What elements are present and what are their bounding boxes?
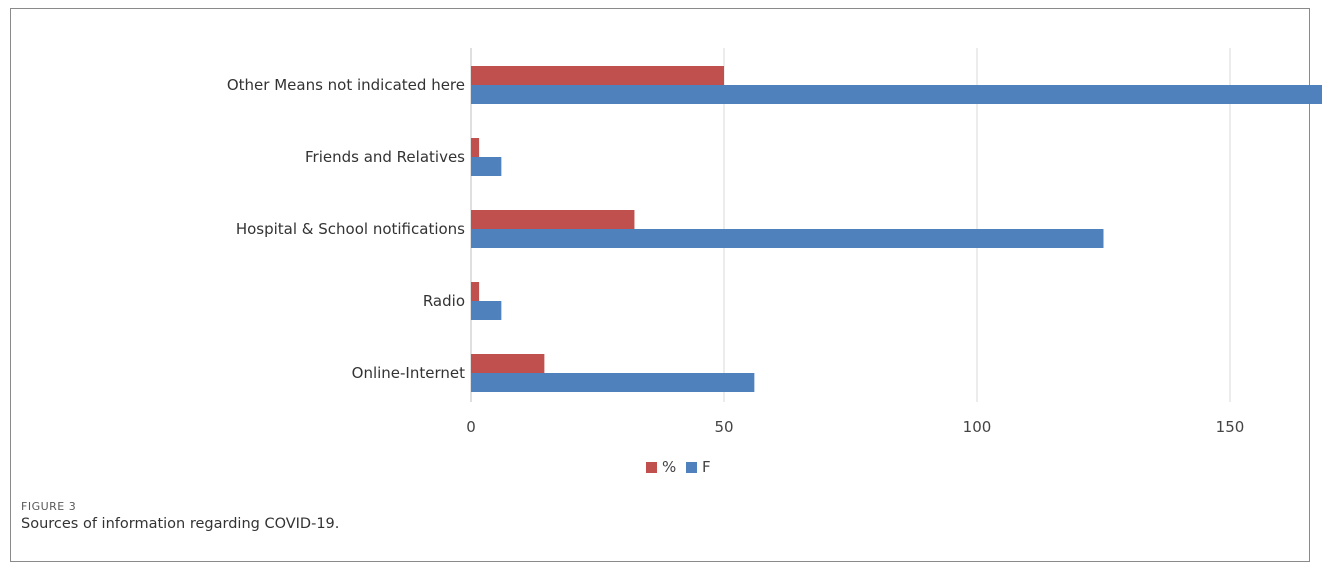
figure-caption: Sources of information regarding COVID-1… — [21, 516, 340, 532]
x-tick-label: 0 — [466, 418, 476, 436]
figure-label: FIGURE 3 — [21, 500, 77, 513]
category-label: Hospital & School notifications — [236, 220, 465, 238]
category-label: Other Means not indicated here — [227, 76, 465, 94]
legend-label: % — [662, 458, 676, 476]
x-tick-label: 50 — [714, 418, 733, 436]
bar-percent — [471, 210, 635, 229]
category-label: Online-Internet — [352, 364, 465, 382]
x-axis-ticks: 050100150200250 — [466, 418, 1245, 436]
bar-chart: Online-Internet Radio Hospital & School no… — [227, 48, 1322, 476]
bar-f — [471, 85, 1322, 104]
bar-f — [471, 373, 755, 392]
bar-percent — [471, 66, 724, 85]
bar-f — [471, 301, 502, 320]
legend: % F — [646, 458, 711, 476]
category-label: Radio — [423, 292, 465, 310]
bar-percent — [471, 138, 480, 157]
bar-f — [471, 157, 502, 176]
legend-label: F — [702, 458, 711, 476]
legend-swatch — [646, 462, 657, 473]
category-labels: Online-Internet Radio Hospital & School no… — [227, 76, 465, 382]
category-label: Friends and Relatives — [305, 148, 465, 166]
bar-percent — [471, 282, 480, 301]
x-tick-label: 150 — [1216, 418, 1245, 436]
bar-percent — [471, 354, 545, 373]
x-tick-label: 100 — [963, 418, 992, 436]
legend-swatch — [686, 462, 697, 473]
bars-group — [471, 66, 1322, 392]
bar-f — [471, 229, 1104, 248]
